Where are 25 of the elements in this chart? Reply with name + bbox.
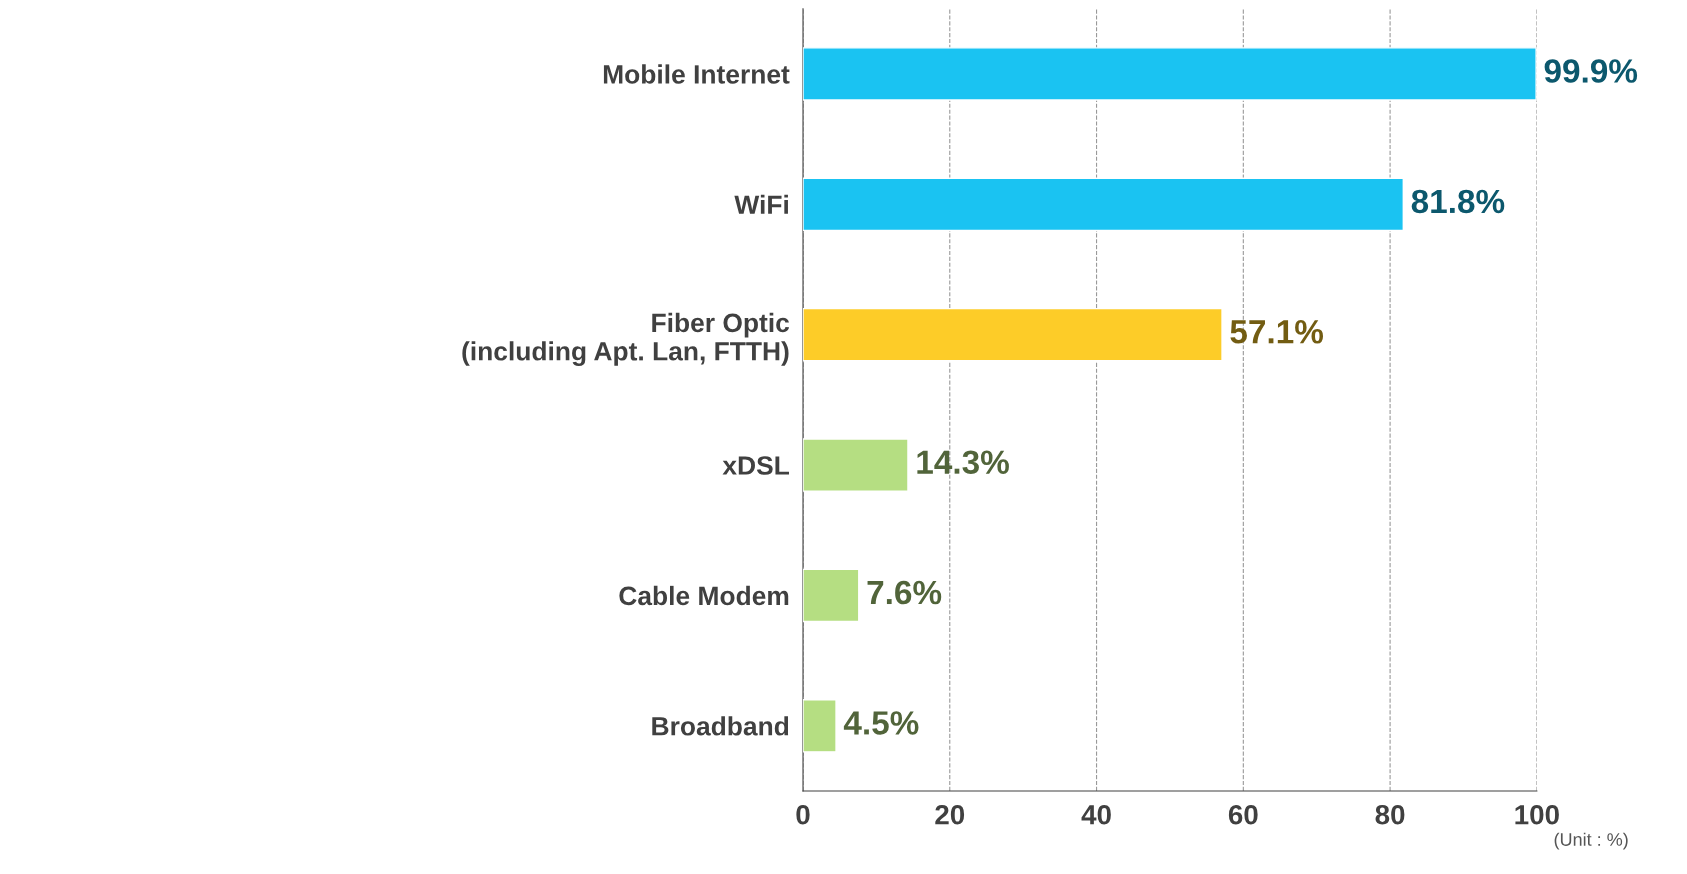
data-label: 4.5% (843, 711, 919, 735)
x-tick-label: 80 (1375, 804, 1405, 825)
x-tick-label: 20 (935, 804, 965, 825)
x-tick-label: 40 (1081, 804, 1111, 825)
bar (803, 568, 860, 623)
x-tick-label: 100 (1515, 804, 1559, 825)
x-tick-label: 60 (1228, 804, 1258, 825)
data-label: 14.3% (917, 450, 1009, 475)
y-tick-label: Broadband (652, 716, 789, 736)
data-label: 99.9% (1544, 59, 1638, 83)
x-tick-label: 0 (796, 804, 810, 825)
bar (803, 438, 909, 492)
data-label: 57.1% (1230, 320, 1324, 344)
y-tick-label: Fiber Optic (including Apt. Lan, FTTH) (462, 312, 790, 366)
y-tick-label: Cable Modem (619, 585, 789, 606)
bar (803, 699, 837, 753)
data-label: 7.6% (867, 580, 942, 605)
bar (803, 307, 1223, 362)
y-tick-label: WiFi (734, 194, 788, 214)
bar (803, 47, 1537, 101)
y-tick-label: xDSL (722, 456, 790, 475)
data-label: 81.8% (1411, 189, 1505, 214)
y-tick-label: Mobile Internet (603, 64, 790, 84)
bar (803, 177, 1404, 232)
text: (Unit : %) (1554, 832, 1628, 850)
